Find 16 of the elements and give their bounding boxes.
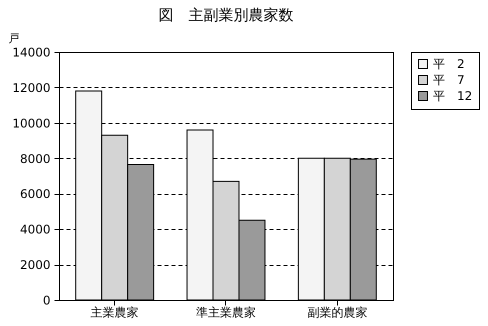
legend-label: 平 7 [433, 73, 465, 87]
y-tick-label: 2000 [20, 258, 50, 272]
y-tick-label: 6000 [20, 187, 50, 202]
y-tick-label: 10000 [12, 116, 50, 130]
y-tick-label: 0 [42, 294, 50, 308]
y-tick-label: 8000 [20, 152, 50, 166]
legend-label: 平 12 [433, 89, 472, 103]
y-axis-title: 戸 [8, 32, 20, 45]
y-tick-label: 4000 [20, 222, 50, 237]
x-tick-label: 副業的農家 [307, 306, 368, 320]
legend-label: 平 2 [433, 57, 465, 71]
y-tick-label: 14000 [12, 46, 50, 60]
y-tick-label: 12000 [12, 80, 50, 95]
chart-title: 図 主副業別農家数 [158, 6, 294, 24]
x-tick-label: 準主業農家 [196, 306, 256, 320]
x-tick-label: 主業農家 [90, 306, 139, 320]
